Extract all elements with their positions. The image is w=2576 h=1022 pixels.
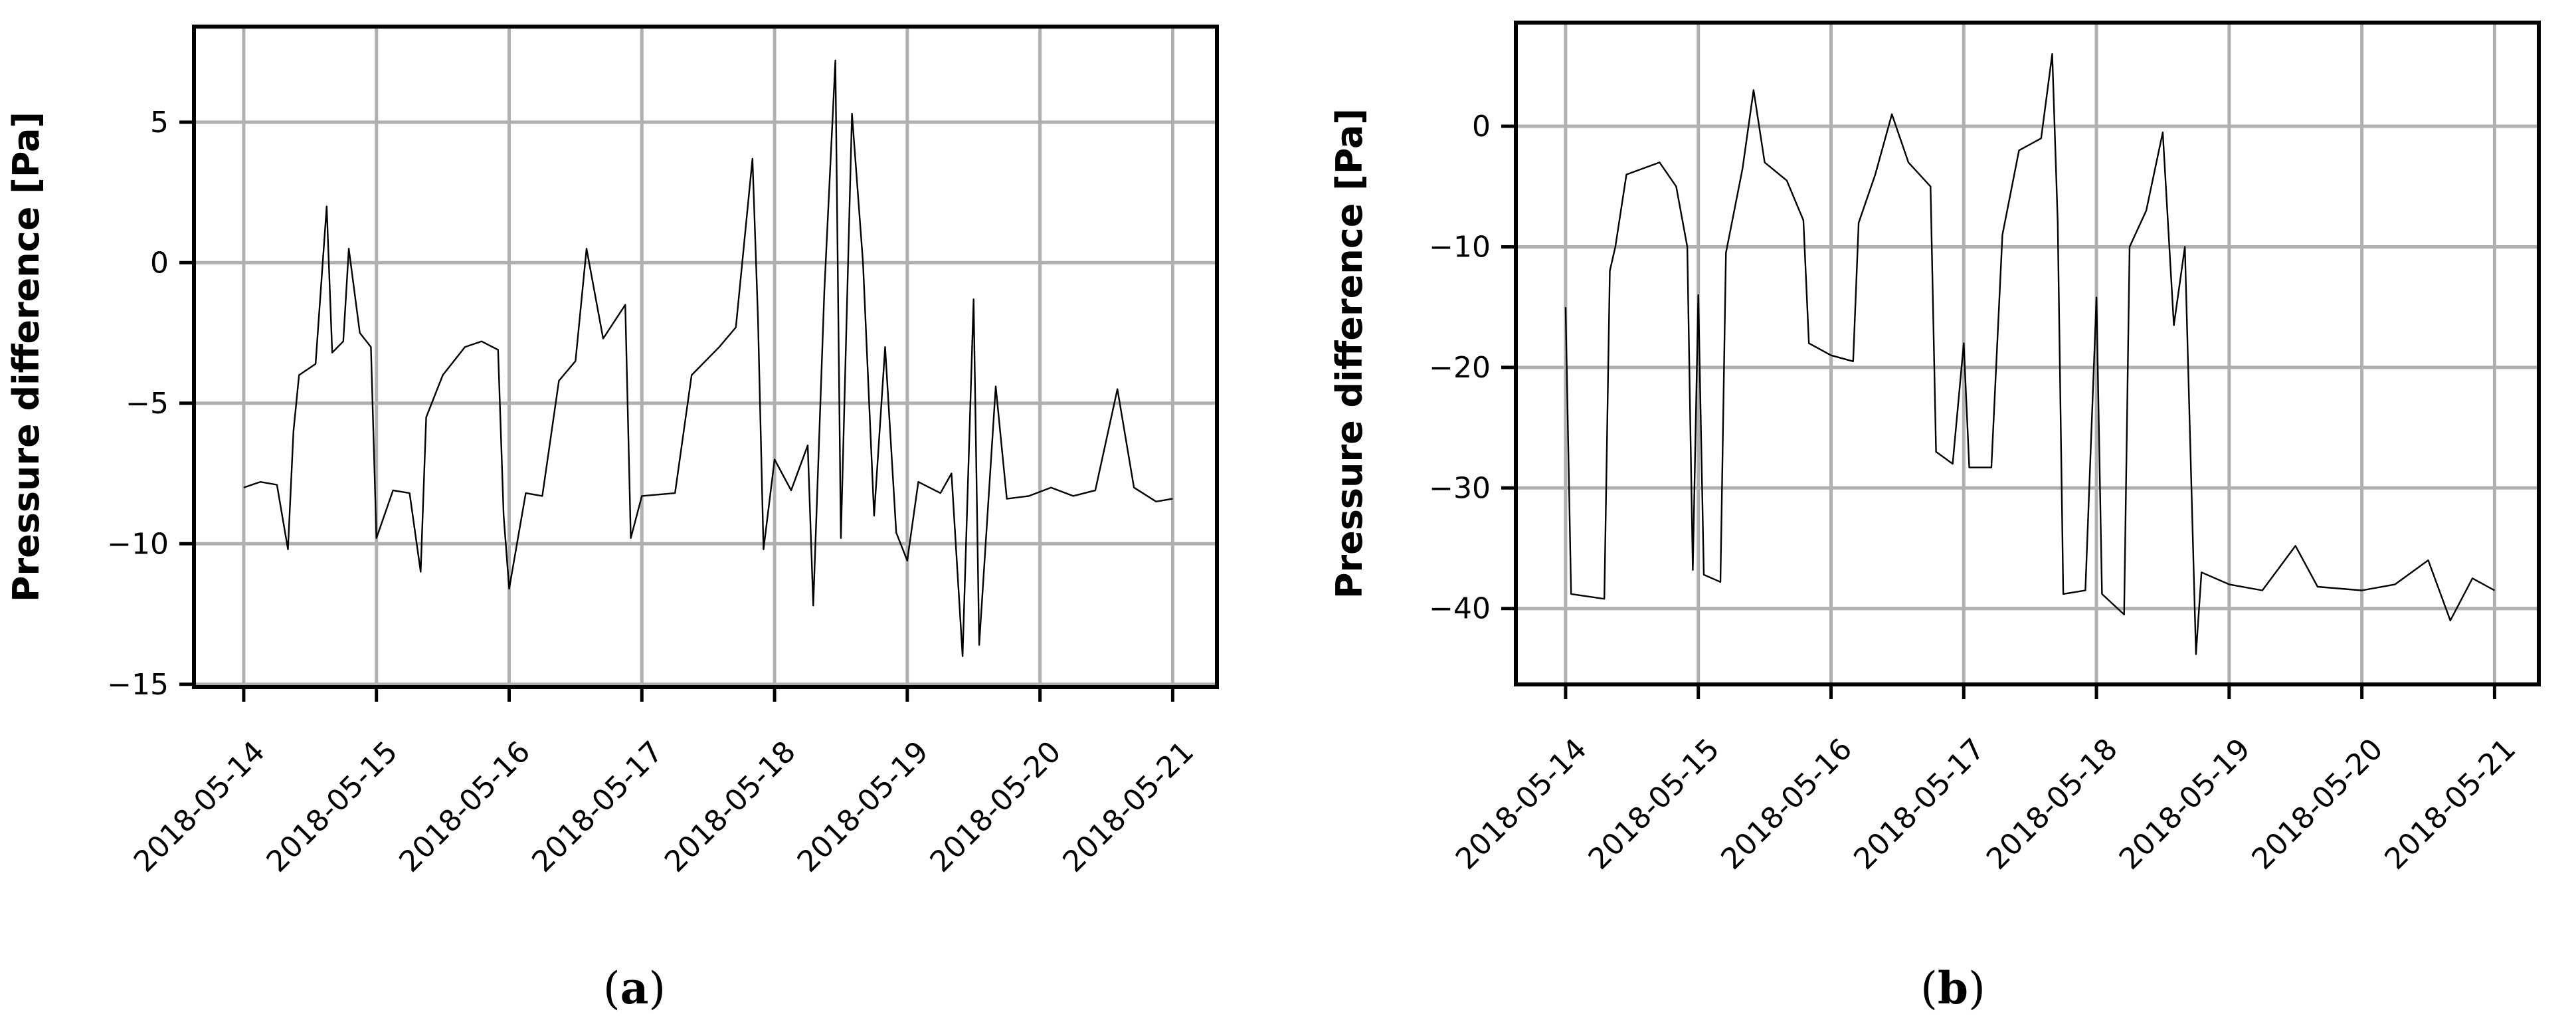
x-tick-label: 2018-05-15 xyxy=(260,735,405,879)
y-axis-label: Pressure difference [Pa] xyxy=(1329,108,1370,599)
y-tick-label: −15 xyxy=(107,668,169,702)
panel-caption: (a) xyxy=(603,962,666,1014)
x-tick-label: 2018-05-16 xyxy=(393,735,537,879)
y-tick-label: −5 xyxy=(126,387,169,421)
x-tick-label: 2018-05-20 xyxy=(924,735,1068,879)
x-tick-label: 2018-05-15 xyxy=(1582,732,1726,876)
panel-caption-letter: b xyxy=(1938,962,1968,1014)
plot-frame xyxy=(1514,21,2541,686)
x-tick-label: 2018-05-20 xyxy=(2246,732,2390,876)
x-tick-label: 2018-05-14 xyxy=(128,735,272,879)
chart-panel-b: 2018-05-142018-05-152018-05-162018-05-17… xyxy=(1329,21,2541,1014)
y-tick-label: 5 xyxy=(150,106,169,140)
plot-frame xyxy=(192,25,1219,689)
x-tick-label: 2018-05-16 xyxy=(1714,732,1859,876)
chart-panel-a: 2018-05-142018-05-152018-05-162018-05-17… xyxy=(5,25,1219,1014)
x-tick-label: 2018-05-17 xyxy=(525,735,670,879)
panel-caption-letter: a xyxy=(620,962,649,1014)
x-tick-label: 2018-05-18 xyxy=(1980,732,2124,876)
data-series-line xyxy=(1564,53,2495,655)
y-tick-label: 0 xyxy=(1472,110,1491,144)
y-tick-label: −10 xyxy=(1429,230,1491,264)
panel-caption: (b) xyxy=(1920,962,1985,1014)
y-tick-label: −20 xyxy=(1429,351,1491,385)
y-tick-label: −10 xyxy=(107,527,169,561)
x-tick-label: 2018-05-21 xyxy=(2378,732,2522,876)
y-tick-label: 0 xyxy=(150,246,169,280)
y-tick-label: −40 xyxy=(1429,592,1491,626)
x-tick-label: 2018-05-17 xyxy=(1847,732,1991,876)
data-series-line xyxy=(243,59,1173,657)
y-tick-label: −30 xyxy=(1429,471,1491,505)
x-tick-label: 2018-05-19 xyxy=(2113,732,2257,876)
x-tick-label: 2018-05-19 xyxy=(791,735,935,879)
x-tick-label: 2018-05-18 xyxy=(658,735,802,879)
x-tick-label: 2018-05-14 xyxy=(1449,732,1594,876)
x-tick-label: 2018-05-21 xyxy=(1056,735,1200,879)
y-axis-label: Pressure difference [Pa] xyxy=(5,112,47,602)
